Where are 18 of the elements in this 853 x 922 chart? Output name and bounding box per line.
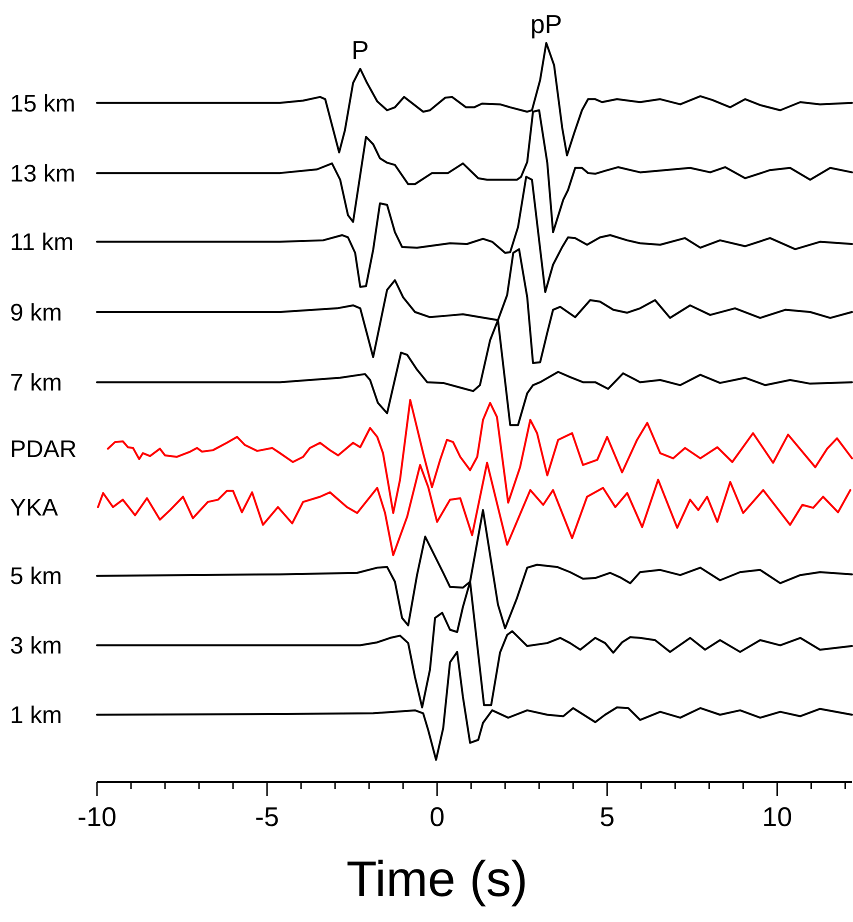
x-tick-label: 5 <box>600 802 615 832</box>
annotation: pP <box>530 9 562 39</box>
series-label: 11 km <box>10 229 74 256</box>
x-axis-title: Time (s) <box>346 851 528 907</box>
series-label: 3 km <box>10 632 62 660</box>
annotation: P <box>352 34 369 65</box>
x-tick-label: -10 <box>77 802 117 832</box>
x-tick-label: 10 <box>762 802 792 832</box>
series-label: 9 km <box>10 299 62 326</box>
x-tick-label: -5 <box>255 802 280 832</box>
series-label: 5 km <box>10 563 62 590</box>
series-label: 1 km <box>10 702 62 730</box>
series-label: 13 km <box>10 160 76 188</box>
series-label: 15 km <box>10 90 76 118</box>
series-label: YKA <box>10 494 58 522</box>
x-tick-label: 0 <box>430 802 445 832</box>
series-label: PDAR <box>10 436 77 464</box>
series-label: 7 km <box>10 370 62 397</box>
